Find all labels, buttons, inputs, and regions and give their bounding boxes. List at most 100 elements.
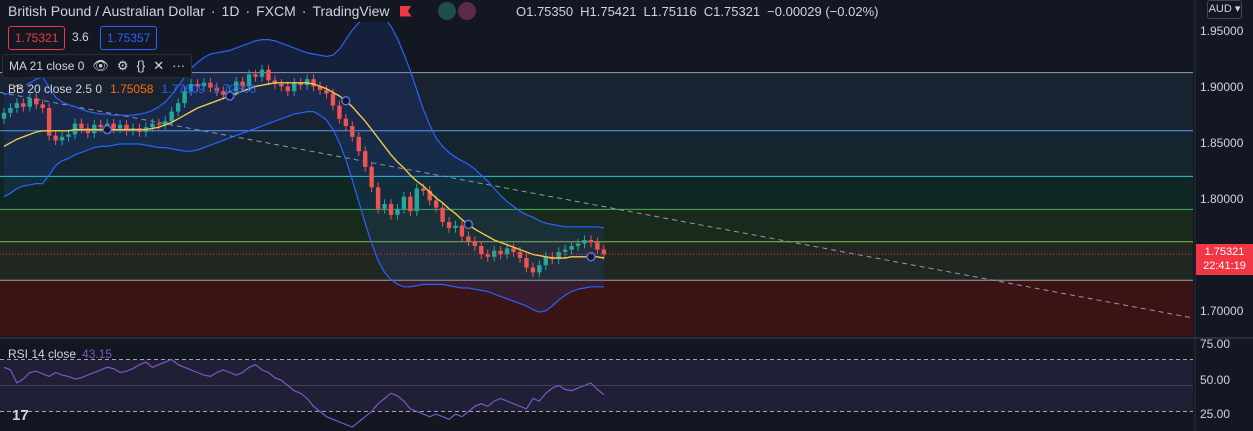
source-code-icon[interactable]: {} [136,58,146,73]
candle-body [595,242,600,250]
sell-button[interactable]: 1.75321 [8,26,66,50]
candle-body [240,81,245,87]
candle-body [421,188,426,191]
market-closed-icon [457,2,476,20]
candle-body [111,123,116,129]
last-price-label: 1.75321 22:41:19 [1196,244,1253,275]
candle-body [175,103,181,112]
signal-marker [463,219,474,230]
candle-body [356,136,361,152]
trend-line [0,91,1194,319]
candle-body [188,84,194,92]
candle-body [440,207,445,222]
candle-body [40,104,45,108]
signal-marker [102,124,112,135]
candle-body [485,254,490,257]
data-source: TradingView [312,3,390,19]
candle-body [8,108,13,113]
ohlc-high: H1.75421 [580,3,637,19]
candle-body [124,124,129,131]
bb-indicator-legend[interactable]: BB 20 close 2.5 0 1.75058 1.77609 1.7250… [2,78,262,100]
fib-band [0,130,1193,177]
candle-body [375,187,381,209]
candle-body [601,249,607,255]
candle-body [543,256,548,266]
candle-body [427,190,432,201]
candle-body [530,267,536,273]
candle-body [517,252,523,258]
flag-icon[interactable] [399,5,412,17]
market-status-dots [437,2,476,20]
tradingview-logo[interactable]: 17 [12,407,29,424]
eye-icon[interactable]: 👁 [92,58,109,73]
candle-body [34,98,39,105]
candle-body [182,91,187,104]
symbol-name: British Pound / Australian Dollar [8,3,205,19]
signal-marker [586,252,596,262]
ma-label: MA 21 close 0 [9,59,85,73]
bollinger-band-fill [4,14,604,313]
candle-body [472,241,478,246]
price-axis-label: 1.85000 [1200,136,1244,150]
rsi-value: 43.15 [82,347,113,361]
gear-icon[interactable]: ⚙ [116,58,129,73]
candle-body [14,103,20,108]
candle-body [163,121,168,125]
currency-selector[interactable]: AUD ▾ [1207,0,1242,19]
more-icon[interactable]: ··· [172,58,186,73]
candle-body [401,196,407,209]
close-icon[interactable]: ✕ [153,58,165,73]
candle-body [46,108,52,136]
candle-body [498,250,503,255]
candle-body [311,79,316,87]
candle-body [21,103,26,107]
candle-body [343,118,349,126]
price-axis-label: 1.80000 [1200,192,1244,206]
rsi-axis-label: 75.00 [1200,337,1231,351]
candle-body [1,112,7,119]
candle-body [504,248,510,255]
price-axis-label: 1.70000 [1200,304,1244,318]
candle-body [562,249,568,252]
bb-lower-value: 1.72506 [212,82,257,96]
ohlc-low: L1.75116 [643,3,697,19]
ohlc-change: −0.00029 (−0.02%) [767,3,879,19]
collapse-legend-icon[interactable]: ︿ [8,77,26,93]
bb-label: BB 20 close 2.5 0 [8,82,103,96]
candle-body [208,82,213,88]
rsi-axis-label: 25.00 [1200,407,1231,421]
candle-body [575,243,581,246]
candle-body [317,86,323,90]
rsi-label: RSI 14 close [8,347,77,361]
symbol-header[interactable]: British Pound / Australian Dollar · 1D ·… [0,0,476,22]
candle-body [433,200,439,208]
candle-body [279,84,284,87]
candle-body [150,123,155,128]
last-price-value: 1.75321 [1204,246,1245,258]
candle-body [395,208,400,215]
bb-basis-value: 1.75058 [110,82,154,96]
candle-body [79,123,84,129]
candle-body [298,82,303,86]
buy-button[interactable]: 1.75357 [100,26,158,50]
candle-body [285,86,290,92]
candle-body [388,204,394,215]
candle-body [446,222,452,228]
candle-body [98,124,103,128]
candle-body [492,250,497,257]
ohlc-readout: O1.75350 H1.75421 L1.75116 C1.75321 −0.0… [516,0,890,22]
candle-body [479,246,484,255]
candle-body [588,240,594,243]
fib-band [0,72,1193,131]
ma-indicator-legend[interactable]: MA 21 close 0 👁 ⚙ {} ✕ ··· [2,54,193,78]
candle-body [330,93,336,106]
bollinger-lower-line [3,110,604,313]
candle-body [53,135,58,141]
bollinger-upper-line [3,13,604,229]
interval[interactable]: 1D [221,3,240,19]
candle-body [117,124,123,129]
candle-body [453,225,458,228]
rsi-legend[interactable]: RSI 14 close 43.15 [8,347,112,361]
market-open-icon [437,2,456,20]
